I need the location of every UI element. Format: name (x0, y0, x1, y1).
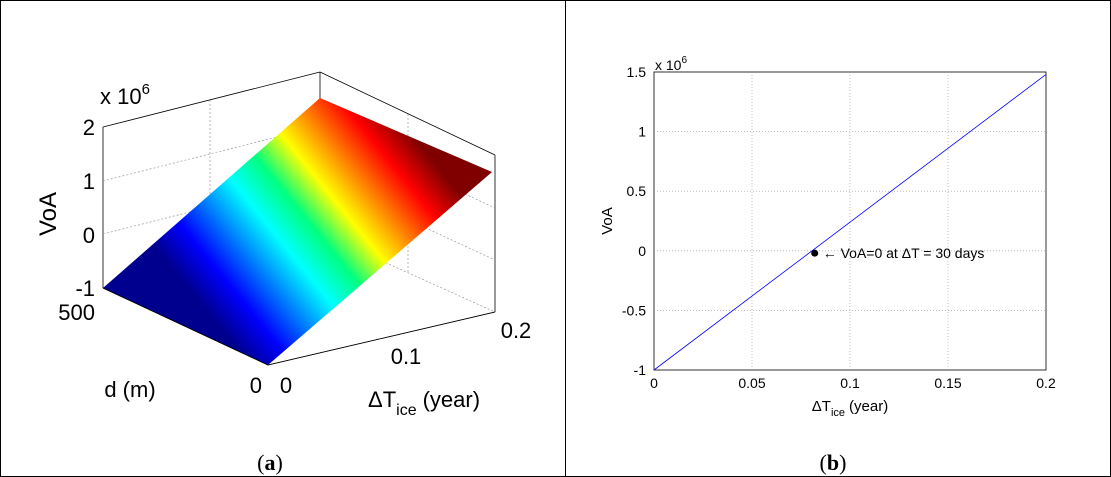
panel-b-ylabel: VoA (599, 207, 616, 235)
panel-a-x-ticks: 500 0 (58, 300, 262, 398)
x-tick-label: 500 (58, 300, 95, 325)
z-tick-label: 0 (83, 223, 95, 248)
x-tick-label: 0 (650, 375, 658, 391)
y-tick-label: 0.1 (391, 344, 422, 369)
panel-b-x-ticks: 0 0.05 0.1 0.15 0.2 (650, 375, 1056, 391)
x-tick-label: 0 (250, 373, 262, 398)
panel-b-yscale: x 106 (655, 55, 687, 73)
panel-b-axes-box (653, 71, 1047, 371)
panel-b-series-line (653, 74, 1047, 371)
y-tick-label: 0 (280, 373, 292, 398)
panel-b-caption: (b) (820, 450, 847, 475)
panel-a-ylabel: ΔTice (year) (368, 387, 480, 419)
panel-b-gridlines (654, 72, 1046, 370)
panel-a-caption: (a) (257, 450, 283, 475)
panel-b-xlabel: ΔTice (year) (812, 398, 888, 419)
x-tick-label: 0.1 (840, 375, 860, 391)
y-tick-label: 1.5 (627, 64, 647, 80)
panel-a-xlabel: d (m) (104, 377, 155, 402)
y-tick-label: 0.5 (627, 183, 647, 199)
y-tick-label: -1 (634, 362, 647, 378)
y-tick-label: 0.2 (501, 318, 532, 343)
panel-a-zscale: x 106 (100, 81, 150, 109)
y-tick-label: -0.5 (622, 302, 646, 318)
z-tick-label: -1 (75, 276, 95, 301)
panel-a-zlabel: VoA (35, 192, 62, 236)
panel-b-marker-point (811, 249, 819, 257)
y-tick-label: 0 (638, 243, 646, 259)
panel-a-y-ticks: 0 0.1 0.2 (280, 318, 531, 398)
x-tick-label: 0.15 (934, 375, 961, 391)
panel-a-z-ticks: 2 1 0 -1 (75, 115, 95, 301)
panel-b-line-chart: 0 0.05 0.1 0.15 0.2 -1 -0.5 0 0.5 1 1.5 ← VoA=0 a… (599, 55, 1056, 475)
x-tick-label: 0.05 (738, 375, 765, 391)
panel-b-y-ticks: -1 -0.5 0 0.5 1 1.5 (622, 64, 646, 378)
panel-a-front-edges (102, 287, 496, 366)
z-tick-label: 2 (83, 115, 95, 140)
x-tick-label: 0.2 (1036, 375, 1056, 391)
panel-a-surface (103, 98, 492, 365)
panel-a-surface-plot: x 106 2 1 0 -1 VoA 500 0 d (m) 0 0.1 0.2… (35, 71, 531, 475)
z-tick-label: 1 (83, 169, 95, 194)
y-tick-label: 1 (638, 124, 646, 140)
panel-b-marker-annotation: ← VoA=0 at ΔT = 30 days (823, 245, 985, 261)
